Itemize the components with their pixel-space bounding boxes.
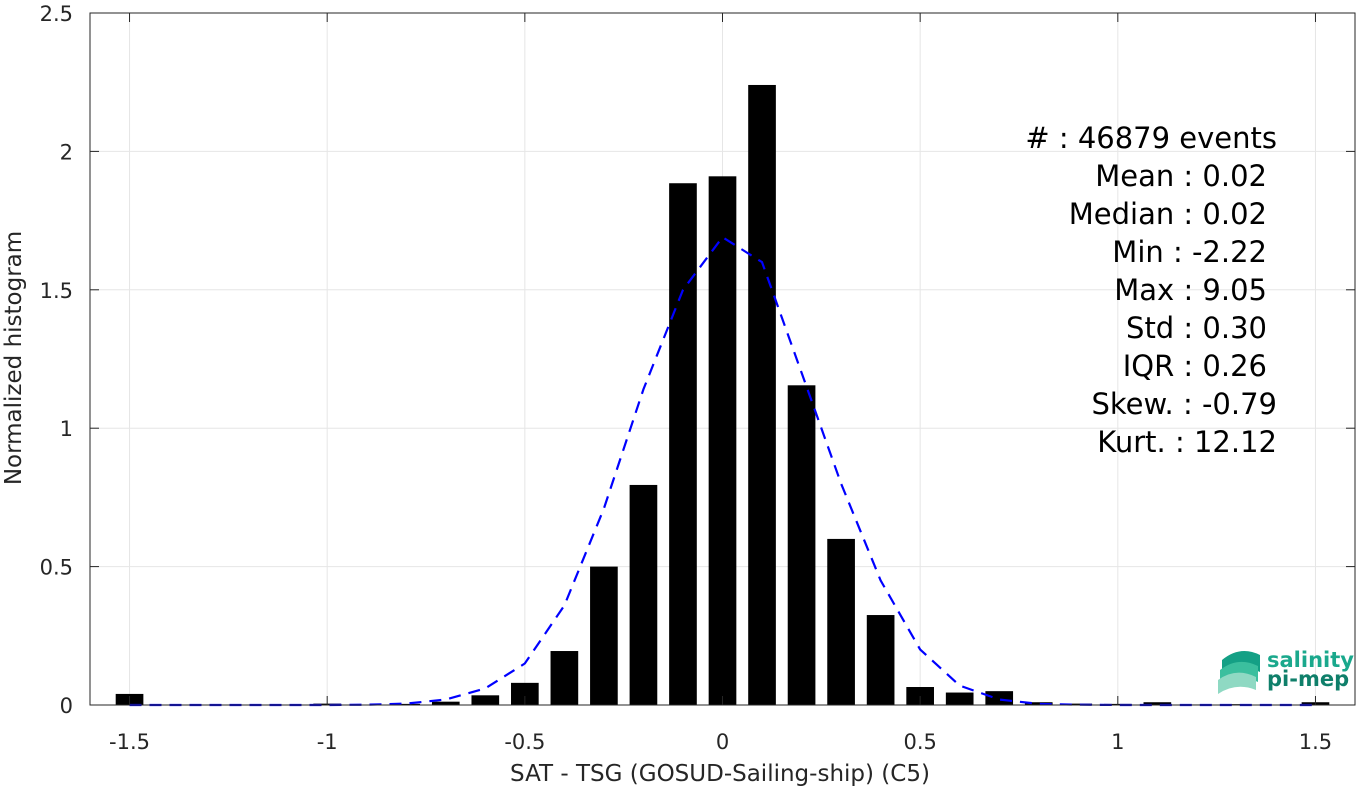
y-axis-label: Normalized histogram — [1, 231, 27, 485]
wave-layers-icon — [1218, 651, 1260, 694]
histogram-bar — [669, 183, 697, 705]
x-tick-label: -0.5 — [504, 730, 545, 754]
histogram-bar — [1064, 703, 1093, 705]
stat-iqr: IQR : 0.26 — [1123, 349, 1267, 383]
y-tick-label: 1 — [60, 417, 73, 441]
x-tick-labels: -1.5 -1 -0.5 0 0.5 1 1.5 — [109, 730, 1332, 754]
x-tick-label: -1.5 — [109, 730, 150, 754]
histogram-bar — [511, 682, 539, 705]
axis-ticks — [90, 12, 1355, 706]
histogram-bar — [945, 692, 974, 705]
stat-min: Min : -2.22 — [1112, 235, 1267, 269]
stat-std: Std : 0.30 — [1126, 311, 1267, 345]
x-axis-label: SAT - TSG (GOSUD-Sailing-ship) (C5) — [510, 761, 930, 787]
histogram-bar — [866, 615, 895, 705]
y-tick-label: 0 — [60, 694, 73, 718]
logo-line-1: salinity — [1267, 648, 1354, 672]
stat-count: # : 46879 events — [1025, 121, 1277, 155]
y-tick-label: 2.5 — [40, 2, 73, 26]
salinity-pi-mep-logo: salinity pi-mep — [1218, 648, 1354, 694]
y-tick-label: 2 — [60, 140, 73, 164]
histogram-bar — [787, 385, 816, 705]
stat-skew: Skew. : -0.79 — [1091, 387, 1277, 421]
x-tick-label: 0.5 — [903, 730, 936, 754]
stats-panel: # : 46879 events Mean : 0.02 Median : 0.… — [1025, 121, 1277, 459]
histogram-bar — [590, 566, 618, 705]
histogram-bar — [629, 484, 658, 705]
stat-median: Median : 0.02 — [1069, 197, 1267, 231]
stat-max: Max : 9.05 — [1114, 273, 1267, 307]
histogram-bar — [471, 695, 500, 705]
x-tick-label: -1 — [317, 730, 338, 754]
stat-mean: Mean : 0.02 — [1095, 159, 1267, 193]
y-tick-labels: 0 0.5 1 1.5 2 2.5 — [40, 2, 73, 718]
y-tick-label: 1.5 — [40, 279, 73, 303]
histogram-bar — [708, 176, 737, 705]
histogram-bar — [1143, 702, 1172, 705]
histogram-bar — [1024, 702, 1053, 705]
bars — [115, 84, 1330, 706]
stat-kurt: Kurt. : 12.12 — [1097, 425, 1277, 459]
histogram-bar — [985, 691, 1014, 705]
x-tick-label: 1.5 — [1299, 730, 1332, 754]
histogram-bar — [748, 84, 776, 705]
y-tick-label: 0.5 — [40, 556, 73, 580]
histogram-bar — [392, 703, 421, 705]
logo-line-2: pi-mep — [1267, 667, 1349, 691]
histogram-bar — [550, 651, 579, 705]
x-tick-label: 0 — [716, 730, 729, 754]
histogram-bar — [431, 701, 460, 705]
histogram-bar — [827, 538, 855, 705]
x-tick-label: 1 — [1111, 730, 1124, 754]
